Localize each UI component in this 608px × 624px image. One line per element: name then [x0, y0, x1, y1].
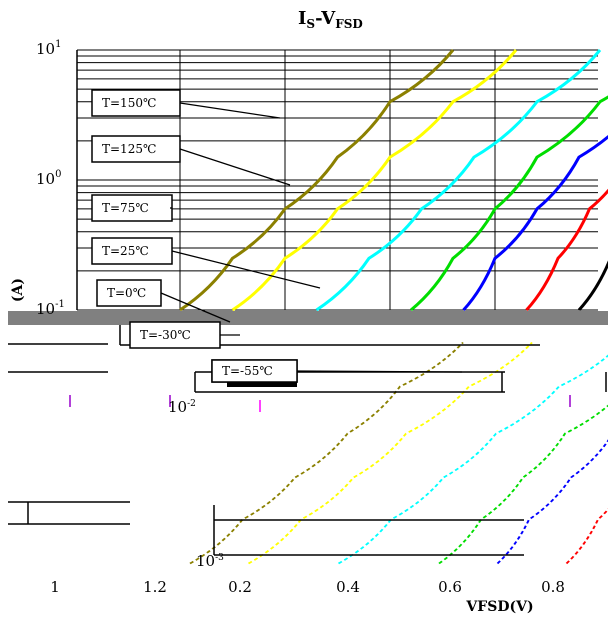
- legend-label-1: T=125℃: [102, 142, 156, 156]
- legend-box-1: [91, 135, 181, 163]
- series-line-2: [315, 49, 602, 312]
- x-tick-label: 0.6: [438, 578, 462, 596]
- series-line-0: [179, 49, 455, 312]
- y-tick-label: 10-1: [36, 299, 65, 318]
- y-axis-label: (A): [10, 278, 26, 302]
- x-tick-label: 0.4: [336, 578, 360, 596]
- legend-label-5: T=-30℃: [140, 328, 191, 342]
- x-tick-label: 0.8: [541, 578, 565, 596]
- series-line-echo-5: [565, 508, 608, 565]
- series-line-3: [410, 95, 608, 312]
- grid-layer: [76, 49, 598, 311]
- series-layer: [179, 49, 608, 565]
- legend-label-3: T=25℃: [102, 244, 149, 258]
- glitch-band: [8, 311, 608, 325]
- legend-box-2: [91, 194, 173, 222]
- legend-leader-6: [296, 370, 463, 373]
- x-tick-label: 1.2: [143, 578, 167, 596]
- x-axis-label: VFSD(V): [465, 599, 533, 615]
- series-line-1: [231, 49, 518, 312]
- legend-label-2: T=75℃: [102, 201, 149, 215]
- series-line-echo-2: [337, 354, 608, 565]
- legend-leader-0: [179, 102, 281, 119]
- x-tick-label: 1: [50, 578, 60, 596]
- legend: T=150℃ T=125℃ T=75℃ T=25℃ T=0℃ T=-30℃ T=-55℃: [91, 89, 463, 383]
- series-line-echo-0: [189, 341, 464, 565]
- legend-leader-3: [171, 250, 321, 289]
- legend-box-5: [129, 321, 221, 349]
- legend-label-0: T=150℃: [102, 96, 156, 110]
- series-line-echo-3: [438, 404, 608, 565]
- y-tick-label: 100: [36, 169, 61, 188]
- legend-leader-4: [160, 292, 231, 323]
- chart-title: IS-VFSD: [298, 8, 363, 31]
- series-line-echo-4: [496, 439, 608, 565]
- text-layer: IS-VFSD (A) VFSD(V) 101 100 10-1 10-2 10-3 1 1…: [10, 8, 565, 615]
- x-tick-label: 0.2: [228, 578, 252, 596]
- y-tick-label-lower: 10-2: [168, 398, 196, 416]
- legend-box-4: [96, 279, 162, 307]
- y-tick-label: 101: [36, 39, 61, 58]
- legend-leader-1: [179, 148, 291, 186]
- y-tick-label-lower: 10-3: [196, 552, 224, 570]
- series-line-5: [525, 188, 608, 312]
- legend-label-4: T=0℃: [107, 286, 146, 300]
- series-line-4: [462, 134, 608, 312]
- render-glitch-band: [8, 311, 608, 556]
- series-line-echo-1: [247, 341, 533, 565]
- legend-label-6: T=-55℃: [222, 364, 273, 378]
